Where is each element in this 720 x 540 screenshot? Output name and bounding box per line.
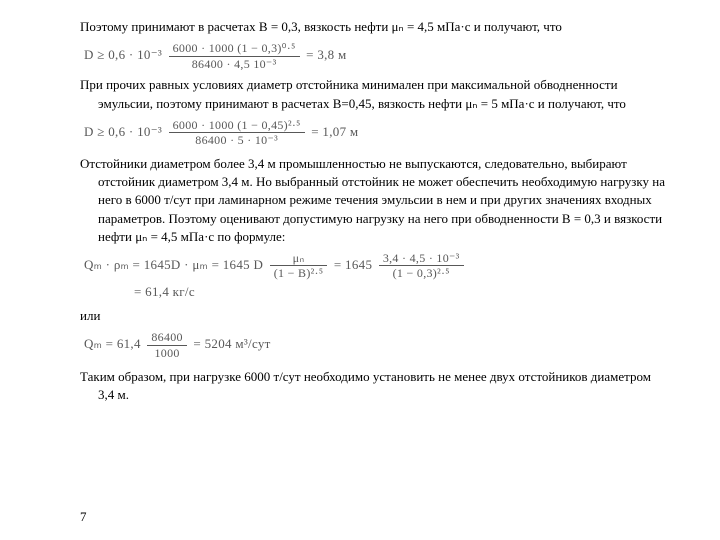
page-number: 7 [80, 508, 87, 526]
formula-3-mid: = 1645 [334, 257, 372, 272]
formula-2-fraction: 6000 · 1000 (1 − 0,45)²·⁵ 86400 · 5 · 10… [169, 119, 305, 147]
formula-1: D ≥ 0,6 · 10⁻³ 6000 · 1000 (1 − 0,3)⁰·⁵ … [84, 42, 670, 70]
formula-1-lhs: D ≥ 0,6 · 10⁻³ [84, 47, 162, 62]
formula-3a-fraction: μₙ (1 − B)²·⁵ [270, 252, 328, 280]
formula-3a-den: (1 − B)²·⁵ [270, 266, 328, 280]
formula-3b-fraction: 3,4 · 4,5 · 10⁻³ (1 − 0,3)²·⁵ [379, 252, 464, 280]
paragraph-3: Отстойники диаметром более 3,4 м промышл… [80, 155, 670, 246]
formula-4-fraction: 86400 1000 [147, 331, 187, 359]
paragraph-2: При прочих равных условиях диаметр отсто… [80, 76, 670, 112]
formula-2-lhs: D ≥ 0,6 · 10⁻³ [84, 124, 162, 139]
formula-3b-den: (1 − 0,3)²·⁵ [379, 266, 464, 280]
formula-2: D ≥ 0,6 · 10⁻³ 6000 · 1000 (1 − 0,45)²·⁵… [84, 119, 670, 147]
formula-4-lhs: Qₘ = 61,4 [84, 337, 141, 352]
formula-4-num: 86400 [147, 331, 187, 346]
formula-1-num: 6000 · 1000 (1 − 0,3)⁰·⁵ [169, 42, 300, 57]
formula-2-num: 6000 · 1000 (1 − 0,45)²·⁵ [169, 119, 305, 134]
formula-4: Qₘ = 61,4 86400 1000 = 5204 м³/сут [84, 331, 670, 359]
formula-3a-num: μₙ [270, 252, 328, 267]
formula-2-den: 86400 · 5 · 10⁻³ [169, 133, 305, 147]
formula-1-den: 86400 · 4,5 10⁻³ [169, 57, 300, 71]
formula-2-rhs: = 1,07 м [311, 124, 358, 139]
formula-1-fraction: 6000 · 1000 (1 − 0,3)⁰·⁵ 86400 · 4,5 10⁻… [169, 42, 300, 70]
paragraph-5: Таким образом, при нагрузке 6000 т/сут н… [80, 368, 670, 404]
formula-4-rhs: = 5204 м³/сут [193, 337, 270, 352]
formula-3b-num: 3,4 · 4,5 · 10⁻³ [379, 252, 464, 267]
paragraph-4: или [80, 307, 670, 325]
paragraph-1: Поэтому принимают в расчетах B = 0,3, вя… [80, 18, 670, 36]
formula-1-rhs: = 3,8 м [306, 47, 346, 62]
formula-3: Qₘ · ρₘ = 1645D · μₘ = 1645 D μₙ (1 − B)… [84, 252, 670, 301]
formula-3-lhs: Qₘ · ρₘ = 1645D · μₘ = 1645 D [84, 257, 263, 272]
formula-3-line1: Qₘ · ρₘ = 1645D · μₘ = 1645 D μₙ (1 − B)… [84, 252, 670, 280]
formula-4-den: 1000 [147, 346, 187, 360]
formula-3-line2: = 61,4 кг/с [134, 283, 670, 301]
